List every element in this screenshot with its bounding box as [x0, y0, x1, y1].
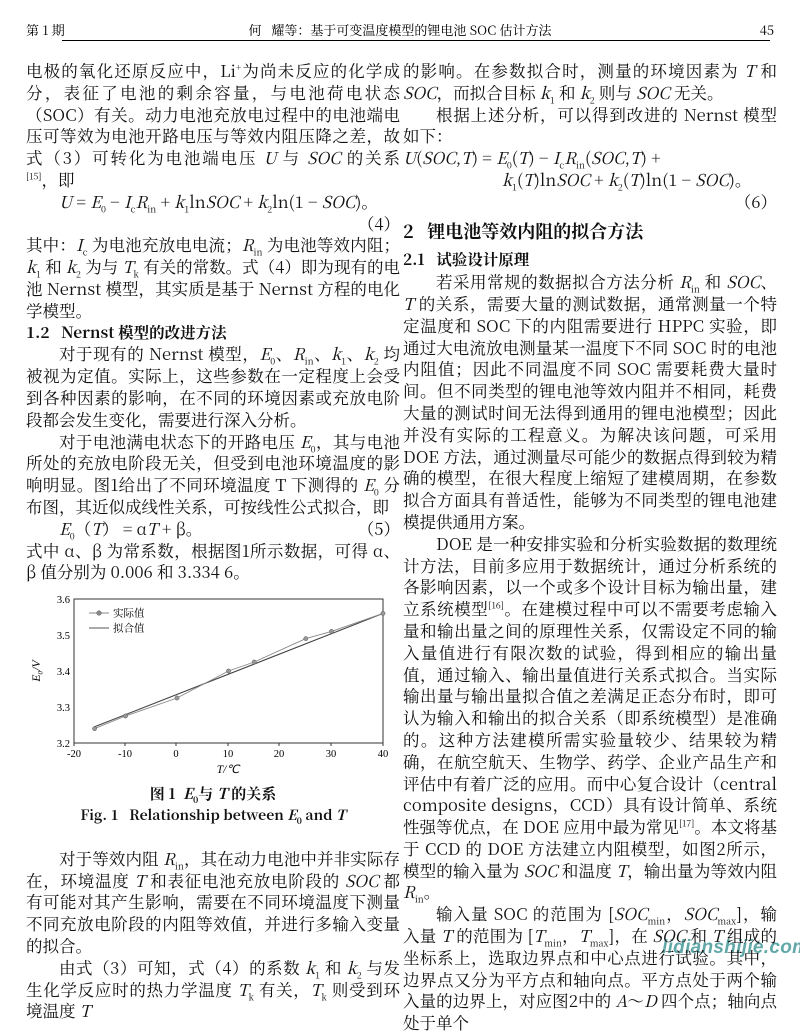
svg-text:0: 0 [173, 749, 178, 760]
svg-text:10: 10 [223, 749, 234, 760]
svg-text:30: 30 [326, 749, 337, 760]
svg-text:3.3: 3.3 [57, 703, 70, 714]
svg-text:-10: -10 [118, 749, 132, 760]
svg-text:-20: -20 [67, 749, 81, 760]
svg-text:3.6: 3.6 [57, 595, 70, 606]
svg-text:E₀/V: E₀/V [31, 659, 43, 683]
svg-text:T/℃: T/℃ [217, 764, 242, 776]
svg-text:拟合值: 拟合值 [113, 621, 145, 636]
svg-text:实际值: 实际值 [113, 606, 145, 621]
svg-text:3.5: 3.5 [57, 631, 70, 642]
svg-text:40: 40 [378, 749, 389, 760]
svg-text:20: 20 [274, 749, 285, 760]
svg-text:3.4: 3.4 [57, 667, 71, 678]
